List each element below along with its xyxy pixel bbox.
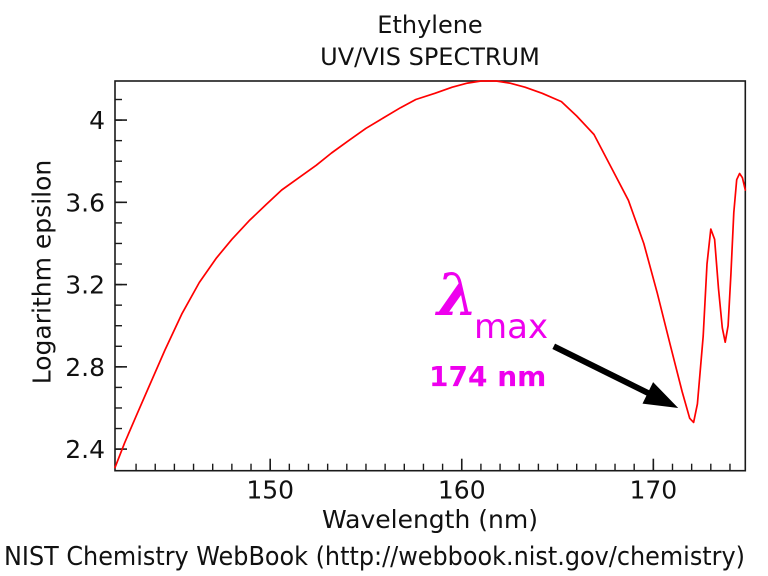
spectrum-curve xyxy=(114,80,747,469)
lambda-max-arrow-shaft xyxy=(552,343,657,400)
y-tick-label: 2.8 xyxy=(65,353,105,382)
chart-title: Ethylene xyxy=(377,11,483,39)
y-tick-label: 3.2 xyxy=(65,271,105,300)
y-tick-label: 2.4 xyxy=(65,435,105,464)
x-tick-label: 170 xyxy=(629,476,677,505)
x-tick-label: 150 xyxy=(246,476,294,505)
lambda-max-subscript: max xyxy=(474,307,549,347)
y-axis-label: Logarithm epsilon xyxy=(27,159,57,385)
chart-subtitle: UV/VIS SPECTRUM xyxy=(320,43,540,71)
y-tick-label: 3.6 xyxy=(65,188,105,217)
attribution-text: NIST Chemistry WebBook (http://webbook.n… xyxy=(4,542,746,572)
x-tick-label: 160 xyxy=(438,476,486,505)
lambda-max-value: 174 nm xyxy=(429,360,547,393)
x-axis-label: Wavelength (nm) xyxy=(322,505,538,534)
y-tick-label: 4 xyxy=(89,106,105,135)
lambda-max-arrow-head xyxy=(642,382,679,408)
lambda-symbol: λ xyxy=(437,261,478,329)
plot-frame xyxy=(114,80,747,472)
